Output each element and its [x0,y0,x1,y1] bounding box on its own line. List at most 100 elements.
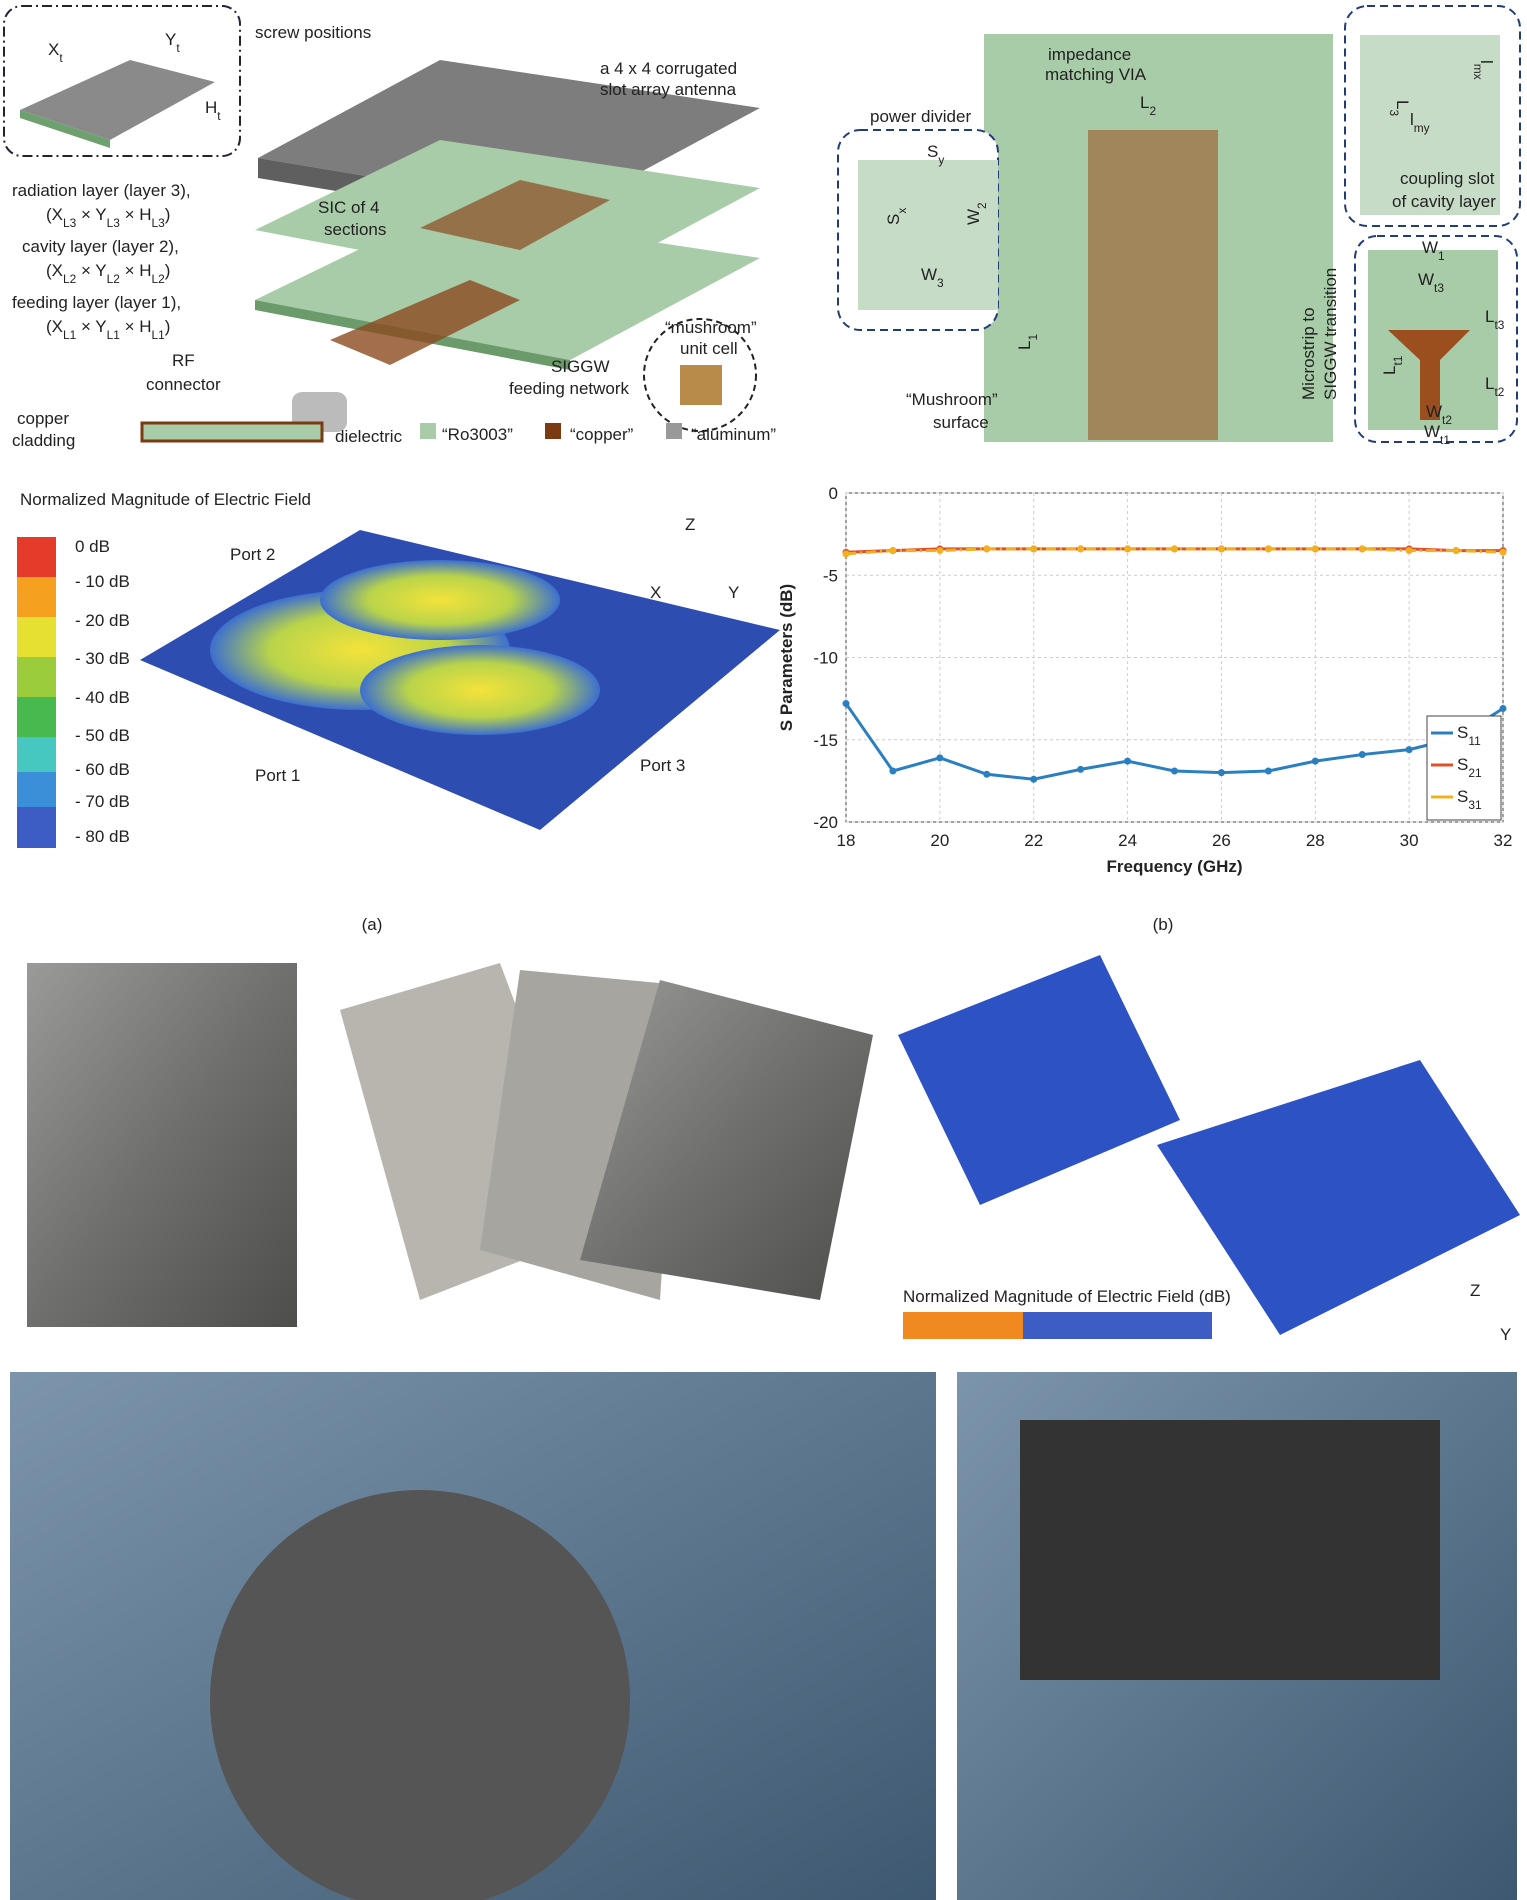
subscript: t1 [1440,433,1450,447]
l-t2: Lt2 [1485,374,1505,399]
title: Normalized Magnitude of Electric Field [20,490,311,509]
l-t3: Lt3 [1485,307,1505,332]
rf-1: RF [172,351,195,370]
x-tick-label: 22 [1024,831,1043,850]
w-t3: Wt3 [1418,270,1444,295]
text-part: l [1477,60,1496,64]
data-point [1030,775,1038,783]
axis-z: Z [685,515,695,534]
subscript: y [938,153,944,167]
data-point [889,547,897,555]
x-axis-label: Frequency (GHz) [1106,857,1242,876]
subscript: L2 [107,272,121,286]
text-part: × H [120,205,152,224]
x-tick-label: 18 [837,831,856,850]
text-part: × Y [76,317,106,336]
subscript: 21 [1468,766,1482,780]
transition-1: Microstrip to [1299,307,1318,400]
port-2: Port 2 [230,545,275,564]
text-part: S [1457,755,1468,774]
text-part: S [927,142,938,161]
sic-1: SIC of 4 [318,198,379,217]
data-point [936,547,944,555]
text-part: L [1015,341,1034,350]
legend-label: S11 [1457,723,1481,748]
mushroom-surface-2: surface [933,413,989,432]
scale-label: - 60 dB [75,760,130,779]
scale-label: - 20 dB [75,611,130,630]
y-axis-label: S Parameters (dB) [777,584,796,731]
data-point [1217,769,1225,777]
data-point [1171,767,1178,775]
subscript: L2 [63,272,77,286]
x-tick-label: 26 [1212,831,1231,850]
siggw-1: SIGGW [551,357,610,376]
text-part: L [1140,93,1149,112]
s-y: Sy [927,142,944,167]
data-point [1405,547,1413,555]
text-part: S [1457,787,1468,806]
subscript: 11 [1468,734,1481,748]
data-point [1499,548,1507,556]
x-tick-label: 30 [1400,831,1419,850]
text-part: W [1424,422,1440,441]
data-point [1358,751,1366,759]
data-point [1171,545,1178,553]
subscript: t1 [1391,355,1405,365]
subscript: L3 [152,216,166,230]
text-part: ) [165,261,171,280]
data-point [936,754,944,762]
subscript: t [59,51,63,65]
text-part: Y [165,30,176,49]
subscript: L1 [107,328,121,342]
h-t: Ht [205,98,221,123]
legend-label: S31 [1457,787,1482,812]
text-part: ) [165,317,171,336]
data-point [1217,545,1225,553]
y-tick-label: 0 [829,484,838,503]
axis-y: Y [728,583,739,602]
subscript: L2 [152,272,166,286]
x-tick-label: 24 [1118,831,1137,850]
legend-aluminum: “aluminum” [691,425,776,444]
x-tick-label: 28 [1306,831,1325,850]
x-tick-label: 32 [1494,831,1513,850]
l-mx: lmx [1471,60,1496,80]
l-my: lmy [1410,110,1430,135]
siggw-2: feeding network [509,379,630,398]
subscript: 3 [937,276,944,290]
text-part: × Y [76,261,106,280]
mushroom-surface-1: “Mushroom” [906,390,998,409]
text-part: L [1393,100,1412,109]
subscript: t [176,41,180,55]
radiation-layer: radiation layer (layer 3), [12,181,191,200]
l-1: L1 [1015,334,1040,350]
text-part: ) [165,205,171,224]
port-1: Port 1 [255,766,300,785]
data-point [842,700,850,708]
subscript: 2 [975,202,989,209]
scale-label: - 30 dB [75,649,130,668]
data-point [1077,765,1085,773]
impedance-2: matching VIA [1045,65,1147,84]
radiation-dims: (XL3 × YL3 × HL3) [46,205,170,230]
text-part: × Y [76,205,106,224]
data-point [842,550,850,558]
w-1: W1 [1422,238,1445,263]
mushroom-1: “mushroom” [665,318,757,337]
data-point [1358,545,1366,553]
rf-2: connector [146,375,221,394]
subscript: t3 [1494,318,1504,332]
subscript: t3 [1434,281,1444,295]
legend-ro3003: “Ro3003” [442,425,513,444]
l-2: L2 [1140,93,1156,118]
data-point [983,545,991,553]
text-part: W [964,209,983,225]
w-t1: Wt1 [1424,422,1450,447]
scale-label: - 70 dB [75,792,130,811]
decor [3,5,1521,1900]
mushroom-2: unit cell [680,339,738,358]
data-point [1030,545,1038,553]
subscript: L1 [152,328,166,342]
axis-x: X [650,583,661,602]
